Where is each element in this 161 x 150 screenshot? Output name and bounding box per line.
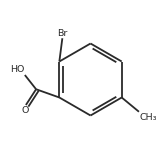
Text: HO: HO xyxy=(10,65,24,74)
Text: O: O xyxy=(21,106,28,115)
Text: CH₃: CH₃ xyxy=(140,112,157,122)
Text: Br: Br xyxy=(57,28,67,38)
